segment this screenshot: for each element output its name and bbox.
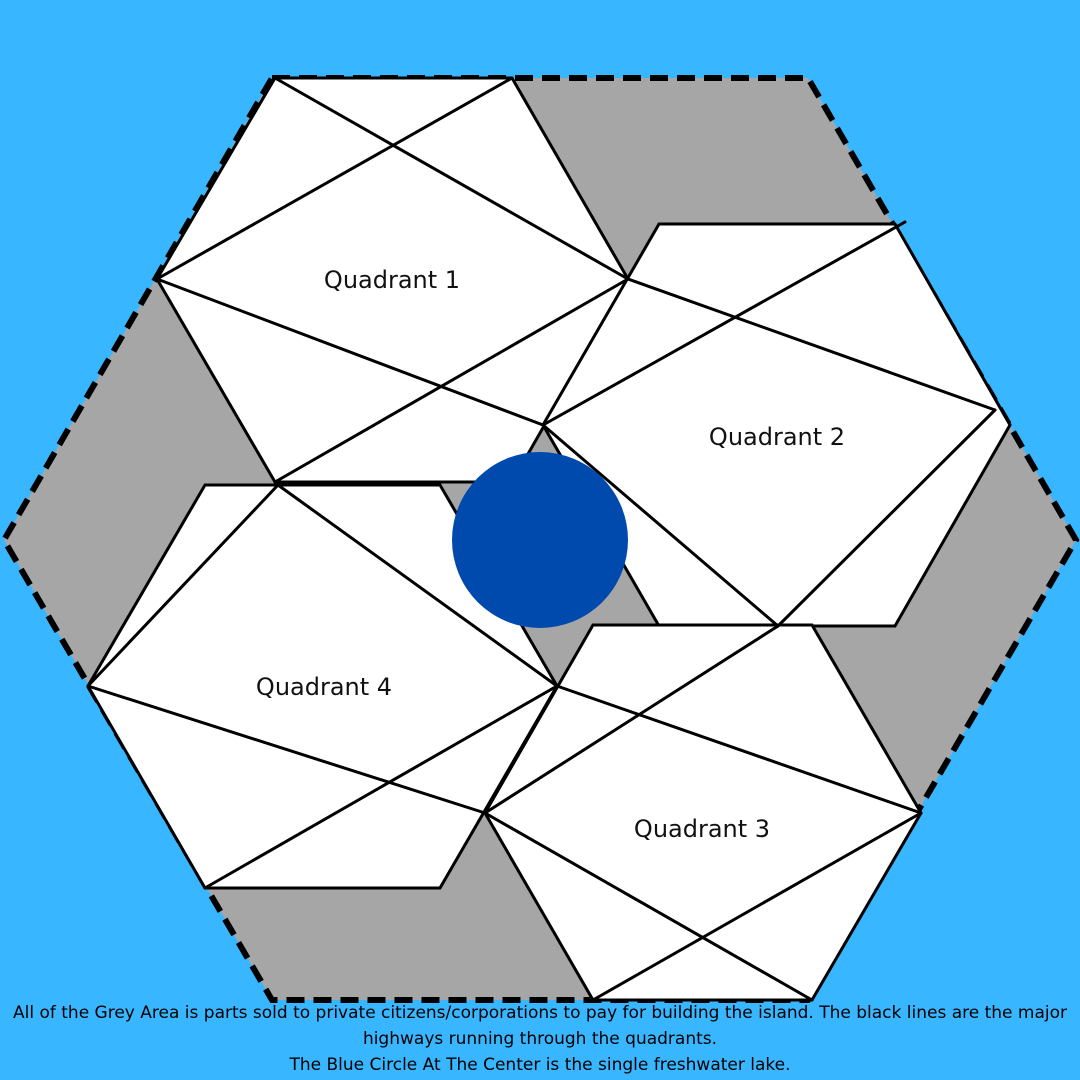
highway	[86, 684, 487, 815]
quadrant-1-label: Quadrant 1	[324, 266, 460, 294]
highway	[591, 811, 923, 1002]
freshwater-lake	[452, 452, 628, 628]
highway	[483, 624, 780, 815]
highway	[541, 220, 907, 427]
quadrant-3-label: Quadrant 3	[634, 815, 770, 843]
highway	[273, 277, 630, 484]
highways	[86, 76, 997, 1002]
highway	[155, 277, 545, 427]
highway	[276, 483, 559, 688]
caption-line-2: The Blue Circle At The Center is the sin…	[289, 1055, 791, 1075]
highway	[776, 408, 997, 628]
quadrant-4-label: Quadrant 4	[256, 673, 392, 701]
highway	[273, 76, 630, 281]
caption-line-1: All of the Grey Area is parts sold to pr…	[12, 1003, 1068, 1049]
highway	[203, 684, 559, 890]
map-caption: All of the Grey Area is parts sold to pr…	[0, 1000, 1080, 1080]
quadrant-2-label: Quadrant 2	[709, 423, 845, 451]
highway	[626, 277, 997, 412]
highway	[555, 684, 923, 815]
highway	[155, 76, 514, 281]
highway	[541, 423, 780, 628]
highway	[483, 811, 814, 1002]
highway	[86, 483, 280, 688]
